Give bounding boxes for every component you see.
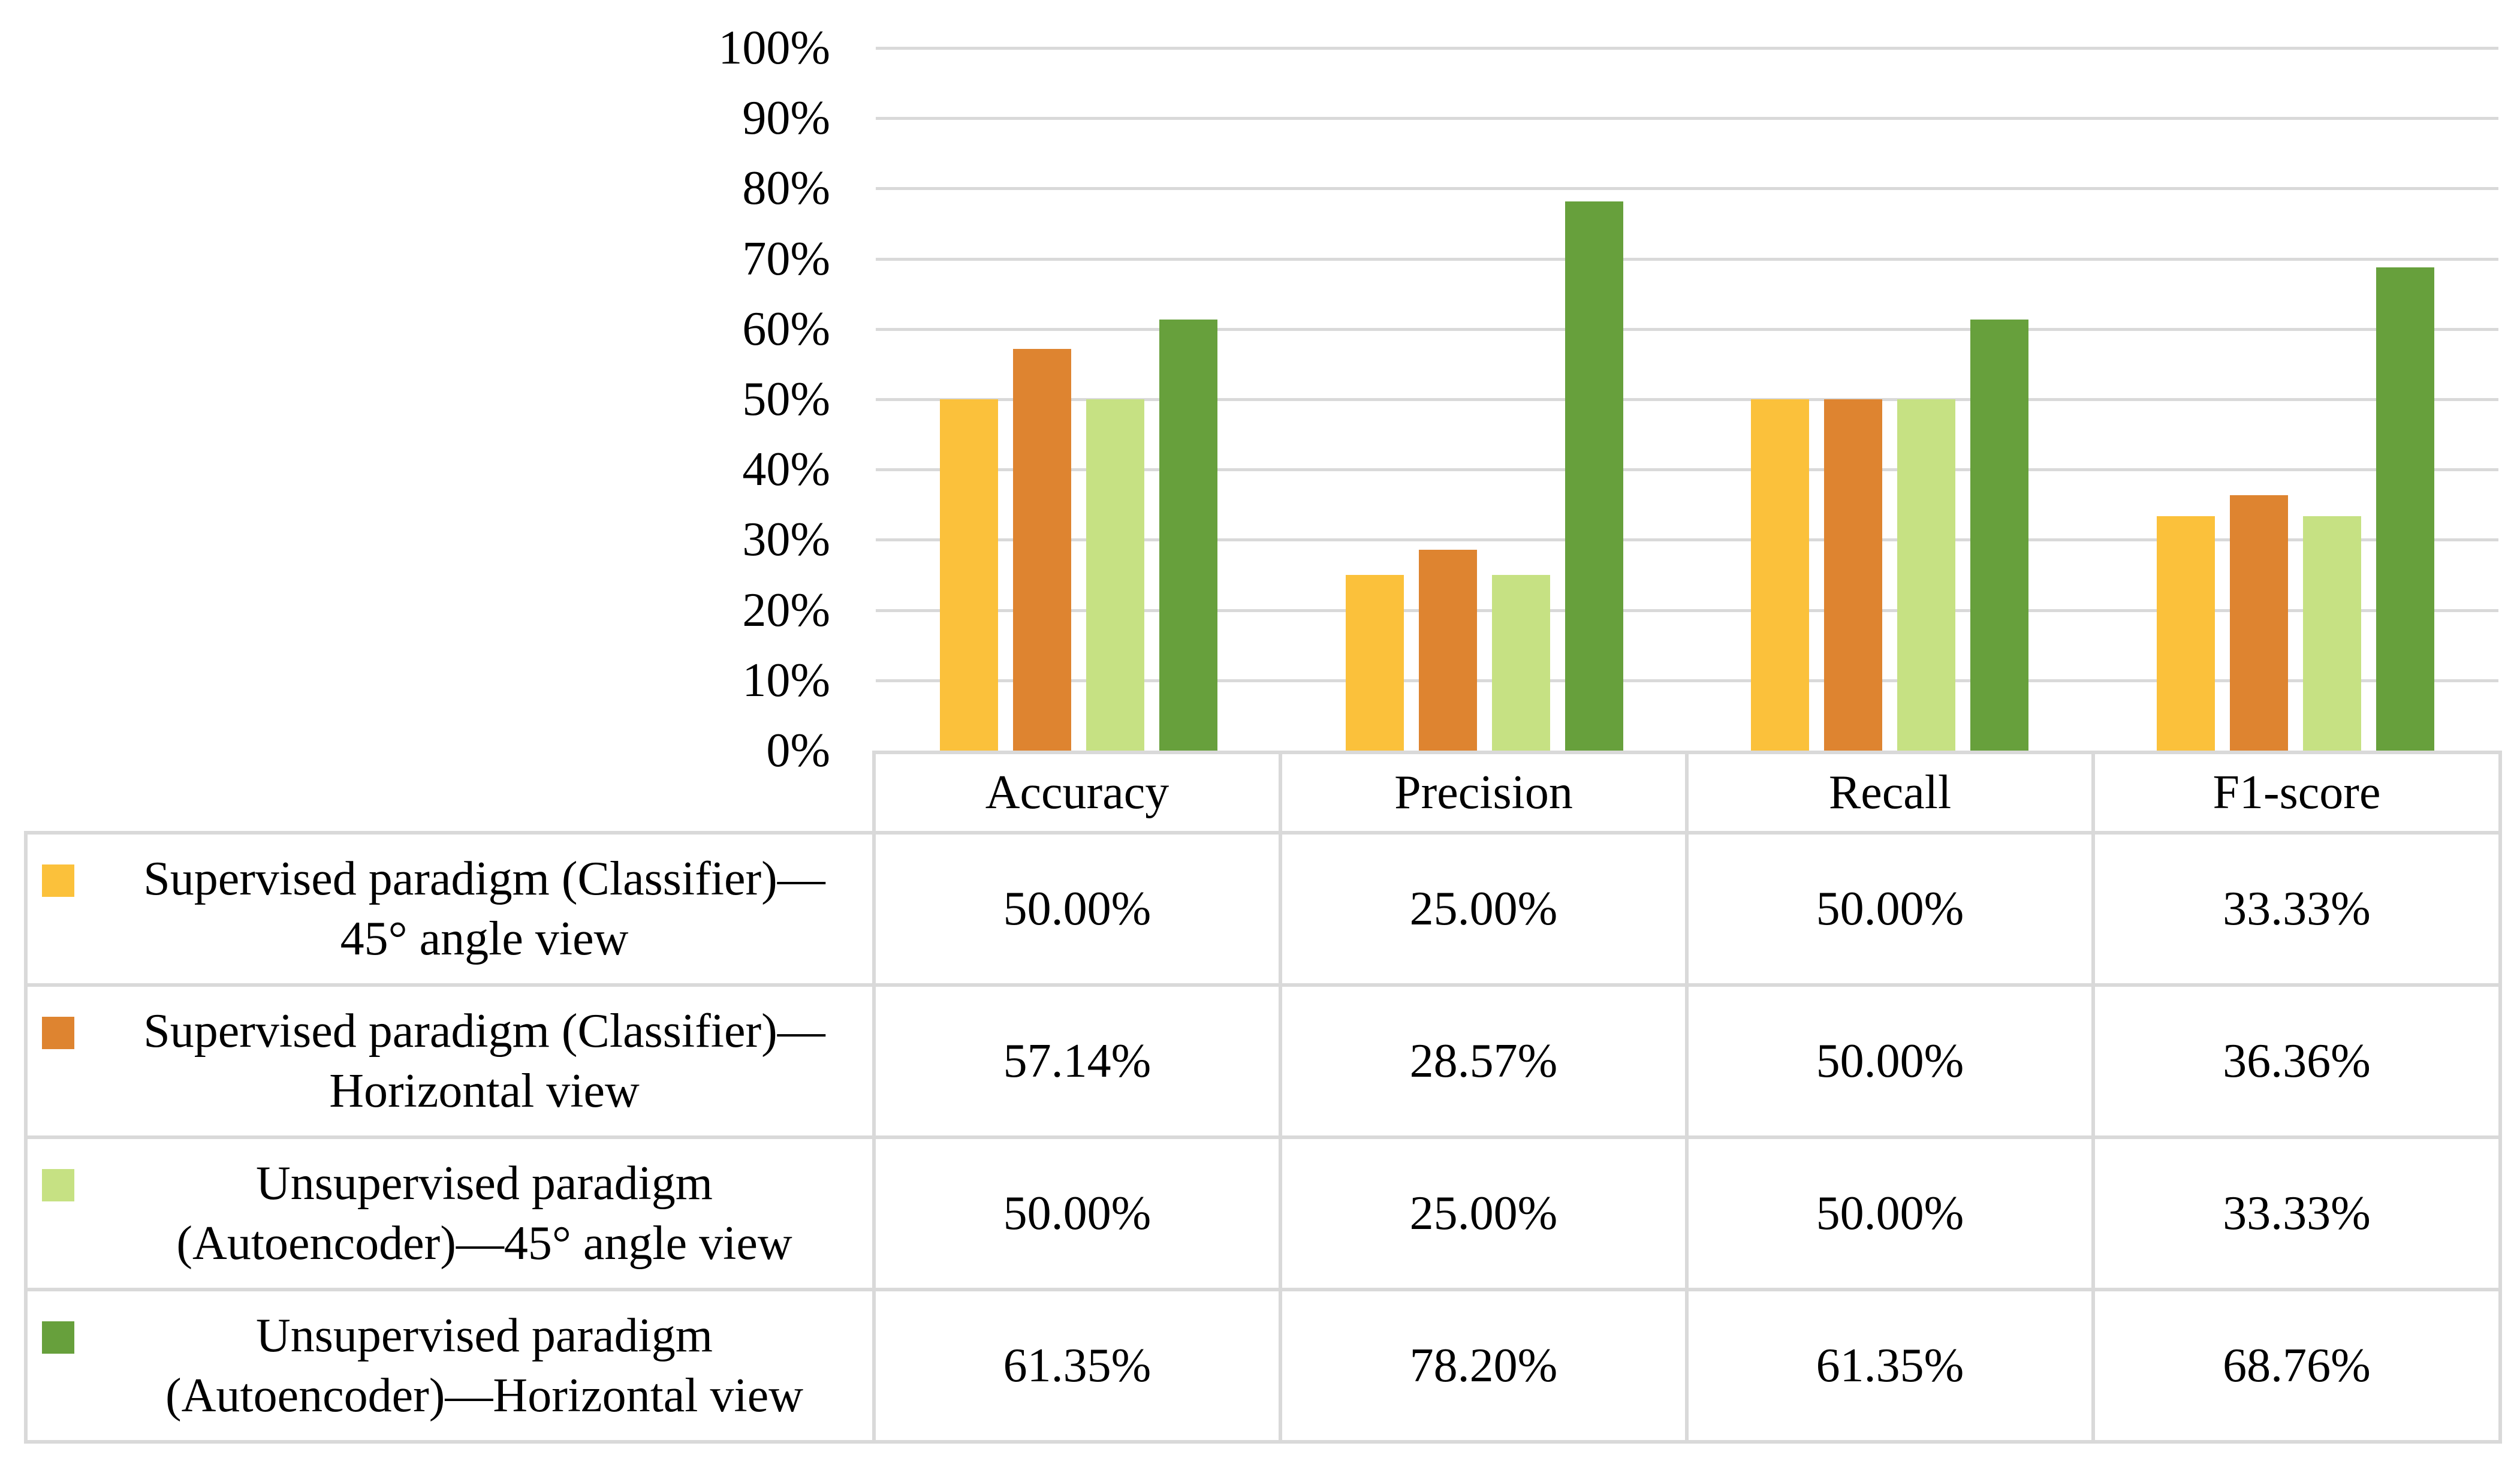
- y-axis-tick-label: 100%: [718, 22, 830, 74]
- bar: [1418, 550, 1477, 751]
- legend-label-line: Unsupervised paradigm: [255, 1157, 713, 1210]
- bar: [1491, 575, 1550, 751]
- table-row: Supervised paradigm (Classifier)— 45° ang…: [24, 831, 2502, 987]
- bar: [1897, 399, 1956, 751]
- metric-value-cell: 68.76%: [2091, 1288, 2502, 1444]
- bar: [1970, 319, 2029, 751]
- metric-value-cell: 28.57%: [1279, 983, 1689, 1139]
- legend-label: Supervised paradigm (Classifier)— 45° ang…: [97, 849, 870, 969]
- metric-value-cell: 50.00%: [872, 1135, 1282, 1291]
- table-corner-spacer: [26, 752, 874, 833]
- legend-cell: Supervised paradigm (Classifier)— Horizon…: [24, 983, 876, 1139]
- metric-value-cell: 50.00%: [1685, 983, 2095, 1139]
- legend-cell: Unsupervised paradigm (Autoencoder)—45° a…: [24, 1135, 876, 1291]
- legend-label-line: (Autoencoder)—Horizontal view: [165, 1369, 804, 1422]
- gridline: [876, 257, 2498, 261]
- metric-value-cell: 50.00%: [1685, 831, 2095, 987]
- gridline: [876, 538, 2498, 542]
- gridline: [876, 468, 2498, 472]
- metric-value-cell: 57.14%: [872, 983, 1282, 1139]
- bar-group-precision: [1282, 48, 1687, 751]
- metric-value-cell: 33.33%: [2091, 831, 2502, 987]
- gridline: [876, 47, 2498, 50]
- gridline: [876, 609, 2498, 612]
- metric-value-cell: 36.36%: [2091, 983, 2502, 1139]
- chart-plot-area: [876, 47, 2498, 751]
- y-axis: 100% 90% 80% 70% 60% 50% 40% 30% 20% 10% 0%: [0, 0, 830, 861]
- bar: [1345, 575, 1404, 751]
- bar-group-recall: [1687, 48, 2093, 751]
- bar-group-f1-score: [2093, 48, 2498, 751]
- legend-swatch: [42, 1169, 74, 1201]
- table-row: Supervised paradigm (Classifier)— Horizon…: [24, 983, 2502, 1139]
- y-axis-tick-label: 80%: [742, 162, 830, 215]
- bar: [939, 399, 998, 751]
- y-axis-tick-label: 60%: [742, 302, 830, 356]
- bar: [2376, 267, 2435, 751]
- bar: [2230, 495, 2289, 751]
- bar: [1751, 399, 1810, 751]
- legend-label-line: Supervised paradigm (Classifier)—: [143, 1005, 825, 1058]
- column-header-recall: Recall: [1685, 751, 2095, 835]
- legend-label-line: Horizontal view: [329, 1065, 640, 1117]
- metric-value-cell: 50.00%: [1685, 1135, 2095, 1291]
- y-axis-tick-label: 70%: [742, 232, 830, 285]
- legend-label: Unsupervised paradigm (Autoencoder)—45° a…: [97, 1153, 870, 1273]
- bar-group-accuracy: [876, 48, 1282, 751]
- y-axis-tick-label: 90%: [742, 92, 830, 145]
- gridline: [876, 679, 2498, 682]
- gridline: [876, 327, 2498, 331]
- metric-value-cell: 25.00%: [1279, 831, 1689, 987]
- bar: [2303, 516, 2362, 751]
- metric-value-cell: 61.35%: [1685, 1288, 2095, 1444]
- y-axis-tick-label: 0%: [766, 724, 830, 777]
- metric-value-cell: 78.20%: [1279, 1288, 1689, 1444]
- metric-value-cell: 25.00%: [1279, 1135, 1689, 1291]
- legend-label-line: (Autoencoder)—45° angle view: [176, 1217, 792, 1270]
- legend-swatch: [42, 864, 74, 897]
- gridline: [876, 117, 2498, 121]
- y-axis-tick-label: 30%: [742, 513, 830, 567]
- legend-swatch: [42, 1321, 74, 1354]
- legend-label-line: Supervised paradigm (Classifier)—: [143, 852, 825, 905]
- bar: [1086, 399, 1144, 751]
- bar: [2157, 516, 2215, 751]
- metric-value-cell: 33.33%: [2091, 1135, 2502, 1291]
- legend-cell: Supervised paradigm (Classifier)— 45° ang…: [24, 831, 876, 987]
- y-axis-tick-label: 10%: [742, 653, 830, 707]
- legend-swatch: [42, 1017, 74, 1049]
- table-row: Unsupervised paradigm (Autoencoder)—Horiz…: [24, 1288, 2502, 1444]
- y-axis-tick-label: 40%: [742, 443, 830, 496]
- legend-label: Supervised paradigm (Classifier)— Horizon…: [97, 1001, 870, 1121]
- table-header-row: Accuracy Precision Recall F1-score: [26, 751, 2502, 835]
- metric-value-cell: 50.00%: [872, 831, 1282, 987]
- bar: [1824, 399, 1883, 751]
- legend-label-line: Unsupervised paradigm: [255, 1309, 713, 1362]
- y-axis-tick-label: 20%: [742, 583, 830, 637]
- legend-label-line: 45° angle view: [340, 912, 629, 965]
- y-axis-tick-label: 50%: [742, 373, 830, 426]
- gridline: [876, 187, 2498, 191]
- bar: [1565, 201, 1623, 751]
- column-header-precision: Precision: [1279, 751, 1689, 835]
- metric-value-cell: 61.35%: [872, 1288, 1282, 1444]
- column-header-accuracy: Accuracy: [872, 751, 1282, 835]
- gridline: [876, 398, 2498, 401]
- legend-cell: Unsupervised paradigm (Autoencoder)—Horiz…: [24, 1288, 876, 1444]
- legend-label: Unsupervised paradigm (Autoencoder)—Horiz…: [97, 1306, 870, 1426]
- column-header-f1-score: F1-score: [2091, 751, 2502, 835]
- table-row: Unsupervised paradigm (Autoencoder)—45° a…: [24, 1135, 2502, 1291]
- bar: [1012, 349, 1071, 751]
- data-table: Accuracy Precision Recall F1-score Super…: [24, 751, 2502, 1444]
- bar: [1159, 319, 1217, 751]
